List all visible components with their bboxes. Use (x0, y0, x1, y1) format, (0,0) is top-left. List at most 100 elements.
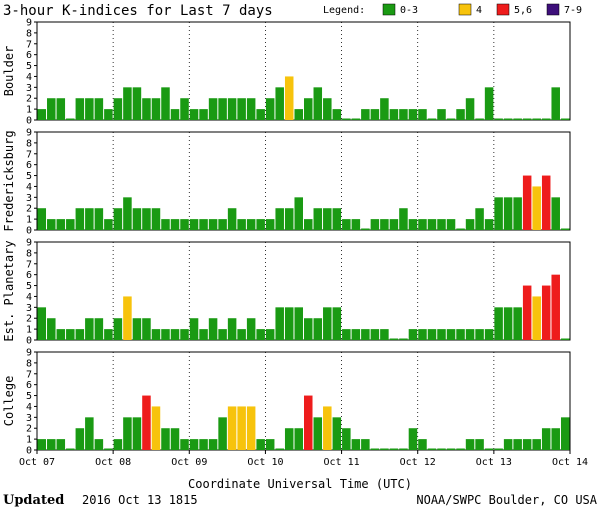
k-index-bar (189, 318, 199, 340)
k-index-bar (180, 219, 189, 230)
k-index-bar (342, 428, 351, 450)
k-index-bar (494, 448, 503, 450)
k-index-bar (370, 329, 380, 340)
y-tick-label: 6 (26, 160, 32, 171)
x-tick-label: Oct 10 (247, 457, 283, 468)
k-index-bar (418, 329, 427, 340)
k-index-bar (104, 219, 113, 230)
k-index-bar (113, 439, 123, 450)
k-index-bar (361, 329, 370, 340)
legend-label: Legend: (323, 5, 365, 16)
k-index-bar (37, 109, 47, 120)
x-tick-label: Oct 14 (552, 457, 588, 468)
k-index-bar (332, 307, 342, 340)
k-index-bar (94, 318, 104, 340)
k-index-bar (94, 98, 104, 120)
k-index-bar (475, 439, 484, 450)
k-index-bar (256, 329, 265, 340)
k-index-bar (475, 208, 484, 230)
k-index-bar (132, 87, 142, 120)
k-index-bar (75, 329, 85, 340)
k-index-bar (94, 439, 104, 450)
k-index-bar (446, 329, 456, 340)
k-index-bar (37, 439, 47, 450)
legend-swatch-yellow (458, 3, 472, 16)
k-index-bar (342, 219, 351, 230)
k-index-bar (551, 87, 560, 120)
k-index-bar (389, 219, 399, 230)
k-index-bar (389, 448, 399, 450)
k-index-bar (151, 406, 161, 450)
y-tick-label: 3 (26, 413, 32, 424)
k-index-bar (503, 118, 513, 120)
y-tick-label: 4 (26, 402, 32, 413)
station-panels: 0123456789Boulder0123456789Fredericksbur… (2, 18, 571, 457)
y-tick-label: 2 (26, 314, 32, 325)
k-index-bar (408, 428, 418, 450)
y-tick-label: 6 (26, 270, 32, 281)
k-index-bar (294, 307, 303, 340)
y-tick-label: 0 (26, 446, 32, 457)
k-index-bar (427, 118, 437, 120)
k-index-bar (256, 439, 265, 450)
k-index-bar (560, 338, 570, 340)
k-index-bar (427, 448, 437, 450)
k-index-bar (380, 329, 389, 340)
k-index-bar (142, 208, 151, 230)
k-index-bar (227, 98, 237, 120)
k-index-bar (456, 448, 465, 450)
k-index-bar (323, 307, 332, 340)
k-index-bar (313, 318, 323, 340)
k-index-bar (227, 406, 237, 450)
k-index-bar (475, 329, 484, 340)
k-index-bar (437, 109, 446, 120)
k-index-bar (284, 428, 294, 450)
k-index-bar (475, 118, 484, 120)
k-index-bar (456, 109, 465, 120)
k-index-bar (142, 98, 151, 120)
x-tick-label: Oct 11 (324, 457, 360, 468)
y-tick-label: 5 (26, 171, 32, 182)
chart-title: 3-hour K-indices for Last 7 days (3, 3, 273, 19)
y-tick-label: 1 (26, 105, 32, 116)
k-index-bar (180, 329, 189, 340)
panel-frame (36, 351, 571, 451)
k-index-bar (494, 197, 503, 230)
k-index-bar (113, 208, 123, 230)
k-index-bar (418, 439, 427, 450)
k-index-bar (237, 219, 246, 230)
k-index-bar (304, 395, 313, 450)
k-index-bar (380, 448, 389, 450)
k-index-bar (151, 208, 161, 230)
k-index-bar (132, 208, 142, 230)
k-index-bar (199, 329, 208, 340)
k-index-bar (399, 208, 408, 230)
x-tick-label: Oct 07 (19, 457, 55, 468)
k-index-bar (351, 219, 361, 230)
y-tick-label: 1 (26, 325, 32, 336)
k-index-bar (47, 219, 56, 230)
k-index-bar (560, 228, 570, 230)
k-index-bar (560, 417, 570, 450)
k-index-bar (503, 439, 513, 450)
k-index-bar (265, 439, 275, 450)
y-tick-label: 3 (26, 193, 32, 204)
y-tick-label: 9 (26, 238, 32, 249)
k-index-bar (265, 98, 275, 120)
k-index-bar (446, 118, 456, 120)
y-tick-label: 5 (26, 61, 32, 72)
y-tick-label: 8 (26, 138, 32, 149)
k-index-bar (304, 318, 313, 340)
k-index-bar (541, 118, 551, 120)
y-tick-label: 9 (26, 128, 32, 139)
y-tick-label: 9 (26, 348, 32, 359)
k-index-bar (351, 118, 361, 120)
k-index-bar (275, 307, 284, 340)
x-tick-label: Oct 13 (476, 457, 512, 468)
k-index-bar (180, 98, 189, 120)
k-index-bar (170, 329, 180, 340)
k-index-bar (456, 228, 465, 230)
k-index-bar (503, 307, 513, 340)
k-index-bar (284, 76, 294, 120)
